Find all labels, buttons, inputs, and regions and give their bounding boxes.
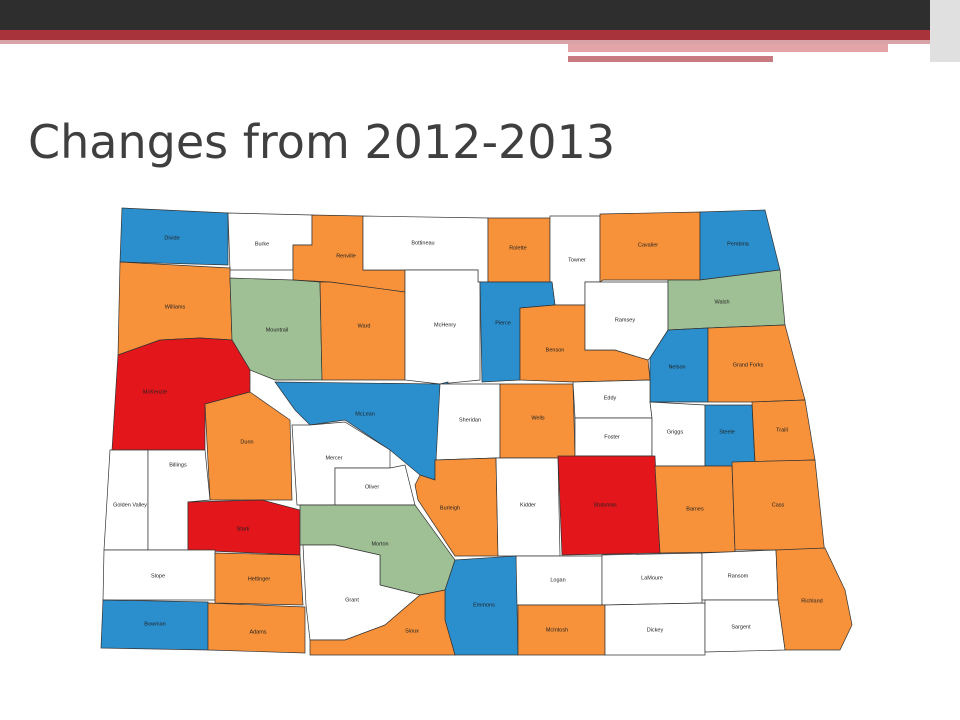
red-band [0,30,960,40]
county-label: Billings [169,462,187,468]
county-label: Towner [568,257,586,263]
county-label: Bottineau [411,240,434,246]
county-label: Bowman [144,621,165,627]
county-label: Pierce [495,320,511,326]
county-label: Pembina [727,241,750,247]
county-label: Walsh [714,299,729,305]
slide-title: Changes from 2012-2013 [28,115,615,169]
county [404,269,481,385]
county [649,327,709,403]
top-bar [0,0,960,30]
county-label: Sioux [405,628,419,634]
county [334,464,416,506]
county-label: Sargent [731,624,751,630]
county-label: Adams [249,629,266,635]
county-label: LaMoure [641,575,663,581]
county-label: Morton [371,541,388,547]
county-label: Traill [776,427,788,433]
county-label: Emmons [473,602,495,608]
map: Divide Burke Renville Bottineau Rolette Towne… [100,207,853,656]
county-label: Ramsey [615,317,635,323]
county [204,391,293,501]
county [274,381,449,481]
county-label: Kidder [520,502,536,508]
county [214,552,304,606]
county-label: Grant [345,597,359,603]
county-label: Ransom [728,573,749,579]
county [103,449,149,551]
county-label: Stark [237,526,250,532]
county-label: Sheridan [459,417,481,423]
pink-band [0,40,960,44]
county [119,207,229,266]
county-label: Golden Valley [113,502,147,508]
county-label: McIntosh [546,627,568,633]
county [319,281,406,381]
county-label: Ward [358,323,371,329]
county-label: Burleigh [440,505,460,511]
county-label: Mountrail [266,327,289,333]
county-label: Dunn [240,439,253,445]
pink-tab [568,44,888,52]
county-label: McLean [355,411,375,417]
county-label: Slope [151,573,165,579]
county-label: Cass [772,502,785,508]
county-label: Oliver [365,484,380,490]
county [704,404,756,467]
county-label: Cavalier [638,242,658,248]
county-label: Eddy [604,395,617,401]
county-label: Steele [719,429,735,435]
county-label: Grand Forks [733,362,764,368]
pink-tab-2 [568,56,773,62]
county-label: Mercer [325,455,342,461]
county [604,602,706,656]
county-label: Stutsman [593,502,616,508]
corner-lines [930,0,960,62]
county [599,211,701,283]
county-label: Renville [336,253,356,259]
county [704,599,786,653]
county-label: Hettinger [248,576,270,582]
county-label: Foster [604,434,620,440]
county-label: Rolette [509,245,526,251]
county-label: Nelson [668,364,685,370]
county-label: Dickey [647,627,664,633]
county-label: Williams [165,304,186,310]
county-label: Divide [164,235,179,241]
county-label: McKenzie [143,389,167,395]
county-label: McHenry [434,322,456,328]
county-label: Wells [531,415,545,421]
county-label: Logan [550,577,565,583]
county-label: Richland [801,598,822,604]
county-label: Griggs [667,429,683,435]
county [207,602,306,654]
county [309,589,456,656]
county-label: Burke [255,241,269,247]
county-label: Benson [546,347,565,353]
county-label: Barnes [686,506,704,512]
